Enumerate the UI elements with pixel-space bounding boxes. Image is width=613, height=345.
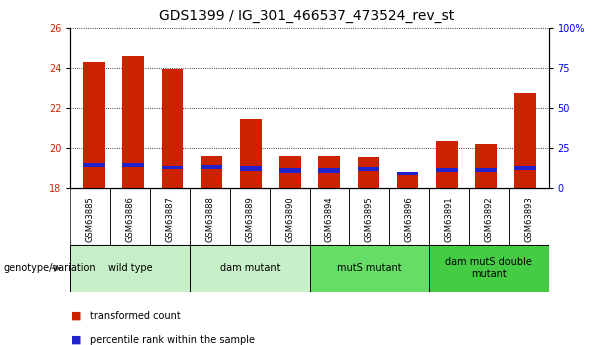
Bar	[475, 168, 497, 172]
Text: GSM63892: GSM63892	[484, 197, 493, 242]
Bar	[357, 167, 379, 171]
Bar	[123, 164, 144, 167]
Text: GSM63890: GSM63890	[285, 197, 294, 242]
Bar	[201, 156, 223, 188]
Text: GSM63886: GSM63886	[126, 197, 135, 243]
Bar	[70, 245, 190, 292]
Bar	[436, 141, 457, 188]
Text: GSM63887: GSM63887	[166, 197, 175, 243]
Bar	[397, 173, 418, 188]
Text: wild type: wild type	[108, 263, 153, 273]
Bar	[201, 165, 223, 169]
Bar	[436, 168, 457, 172]
Text: genotype/variation: genotype/variation	[3, 263, 96, 273]
Bar	[318, 156, 340, 188]
Bar	[162, 69, 183, 188]
Text: GSM63895: GSM63895	[365, 197, 374, 242]
Text: GSM63885: GSM63885	[86, 197, 95, 242]
Text: GSM63888: GSM63888	[205, 197, 215, 243]
Text: GSM63891: GSM63891	[444, 197, 454, 242]
Text: dam mutant: dam mutant	[219, 263, 280, 273]
Bar	[83, 164, 105, 167]
Bar	[279, 156, 301, 188]
Text: GSM63896: GSM63896	[405, 197, 414, 242]
Text: GDS1399 / IG_301_466537_473524_rev_st: GDS1399 / IG_301_466537_473524_rev_st	[159, 9, 454, 23]
Text: ■: ■	[70, 311, 81, 321]
Bar	[514, 166, 536, 170]
Text: ■: ■	[70, 335, 81, 345]
Text: GSM63889: GSM63889	[245, 197, 254, 242]
Text: mutS mutant: mutS mutant	[337, 263, 402, 273]
Bar	[397, 172, 418, 175]
Bar	[279, 168, 301, 173]
Bar	[190, 245, 310, 292]
Bar	[357, 157, 379, 188]
Bar	[240, 119, 262, 188]
Bar	[475, 144, 497, 188]
Bar	[123, 56, 144, 188]
Bar	[162, 166, 183, 169]
Text: percentile rank within the sample: percentile rank within the sample	[90, 335, 255, 345]
Text: transformed count: transformed count	[90, 311, 181, 321]
Bar	[429, 245, 549, 292]
Bar	[83, 62, 105, 188]
Bar	[318, 168, 340, 173]
Bar	[310, 245, 429, 292]
Bar	[240, 166, 262, 171]
Text: dam mutS double
mutant: dam mutS double mutant	[446, 257, 532, 279]
Text: GSM63893: GSM63893	[524, 197, 533, 242]
Bar	[514, 93, 536, 188]
Text: GSM63894: GSM63894	[325, 197, 334, 242]
